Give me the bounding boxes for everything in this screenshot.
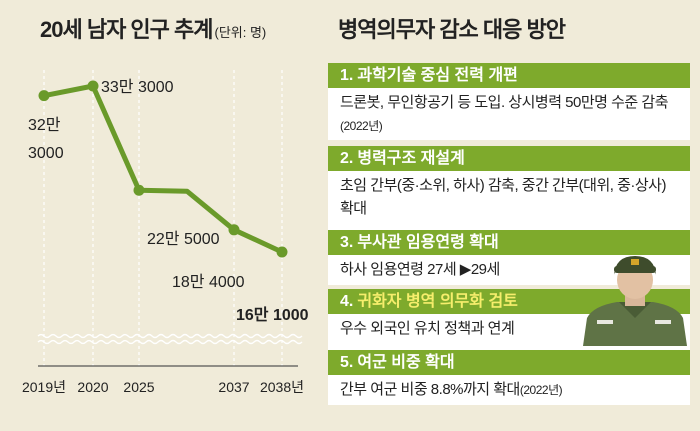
plan-item-title: 병력구조 재설계 bbox=[357, 150, 465, 167]
data-label-line: 33만 3000 bbox=[101, 78, 174, 96]
plan-item-desc: 우수 외국인 유치 정책과 연계 bbox=[340, 320, 515, 337]
plan-title: 병역의무자 감소 대응 방안 bbox=[338, 17, 566, 42]
data-label-line: 16만 1000 bbox=[236, 306, 309, 324]
plan-item-title: 여군 비중 확대 bbox=[357, 354, 455, 371]
plan-item-desc: 하사 임용연령 27세 ▶29세 bbox=[340, 261, 500, 278]
plan-item-number: 5. bbox=[340, 354, 354, 371]
plan-item-title: 과학기술 중심 전력 개편 bbox=[357, 67, 518, 84]
x-tick-label: 2019년 bbox=[22, 379, 66, 395]
plan-item-body: 초임 간부(중·소위, 하사) 감축, 중간 간부(대위, 중·상사) 확대 bbox=[328, 171, 690, 238]
plan-item-title: 부사관 임용연령 확대 bbox=[357, 234, 499, 251]
chart-title-text: 20세 남자 인구 추계 bbox=[40, 17, 213, 42]
plan-item-note: (2022년) bbox=[340, 119, 383, 133]
plan-item-desc: 드론봇, 무인항공기 등 도입. 상시병력 50만명 수준 감축 bbox=[340, 94, 669, 111]
plan-item-header: 2. 병력구조 재설계 bbox=[328, 146, 690, 171]
plan-item-header: 3. 부사관 임용연령 확대 bbox=[328, 230, 690, 255]
axis-break-wave bbox=[37, 333, 303, 339]
data-label-line: 32만 bbox=[28, 116, 61, 134]
plan-item-number: 4. bbox=[340, 293, 354, 310]
chart-unit: (단위: 명) bbox=[214, 25, 267, 40]
chart-title: 20세 남자 인구 추계 (단위: 명) bbox=[40, 12, 266, 44]
plan-item-body: 드론봇, 무인항공기 등 도입. 상시병력 50만명 수준 감축 (2022년) bbox=[328, 88, 690, 140]
data-point bbox=[38, 90, 50, 102]
plan-item-number: 1. bbox=[340, 67, 354, 84]
data-label: 33만 3000 bbox=[101, 78, 174, 96]
plan-item-desc: 초임 간부(중·소위, 하사) 감축, 중간 간부(대위, 중·상사) 확대 bbox=[340, 177, 666, 217]
plan-item-desc: 간부 여군 비중 8.8%까지 확대 bbox=[340, 381, 520, 398]
x-tick-label: 2025 bbox=[123, 379, 154, 395]
data-point bbox=[228, 224, 240, 236]
plan-item-note: (2022년) bbox=[519, 383, 563, 397]
plan-item-number: 3. bbox=[340, 234, 354, 251]
data-label-line: 22만 5000 bbox=[147, 230, 220, 248]
x-tick-label: 2037 bbox=[218, 379, 249, 395]
data-point bbox=[276, 246, 288, 258]
data-label: 18만 4000 bbox=[172, 273, 245, 291]
soldier-icon bbox=[583, 256, 687, 346]
data-label: 16만 1000 bbox=[236, 306, 309, 324]
plan-item-title: 귀화자 병역 의무화 검토 bbox=[357, 293, 518, 310]
plan-item-body: 우수 외국인 유치 정책과 연계 bbox=[328, 314, 690, 356]
plan-item-number: 2. bbox=[340, 150, 354, 167]
plan-item-header: 1. 과학기술 중심 전력 개편 bbox=[328, 63, 690, 88]
data-label: 22만 5000 bbox=[147, 230, 220, 248]
series-line bbox=[43, 83, 284, 255]
plan-item-header: 5. 여군 비중 확대 bbox=[328, 350, 690, 375]
data-label-line: 3000 bbox=[28, 145, 64, 162]
x-tick-label: 2020 bbox=[77, 379, 108, 395]
plan-item-body: 간부 여군 비중 8.8%까지 확대(2022년) bbox=[328, 375, 690, 405]
axis-break-wave bbox=[37, 339, 303, 345]
data-point bbox=[133, 184, 145, 196]
data-label: 32만 3000 bbox=[28, 116, 64, 162]
axis-break bbox=[37, 333, 303, 345]
x-tick-label: 2038년 bbox=[260, 379, 304, 395]
data-label-line: 18만 4000 bbox=[172, 273, 245, 291]
data-point bbox=[87, 80, 99, 92]
